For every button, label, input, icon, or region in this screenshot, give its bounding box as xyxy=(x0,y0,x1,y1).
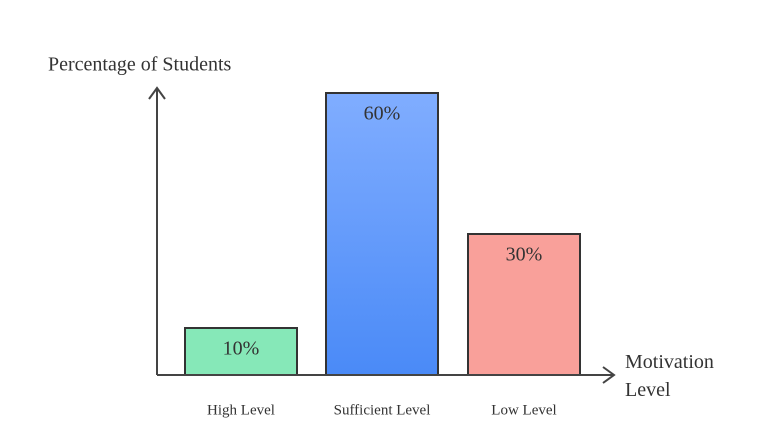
y-axis-label: Percentage of Students xyxy=(48,54,231,76)
x-tick-label: Sufficient Level xyxy=(334,402,431,418)
x-tick-label: Low Level xyxy=(491,402,556,418)
x-axis-arrow xyxy=(602,366,616,384)
bar xyxy=(467,233,581,376)
x-axis-label: Motivation Level xyxy=(625,351,714,401)
bar xyxy=(184,327,298,376)
x-tick-label: High Level xyxy=(207,402,275,418)
value-label: 10% xyxy=(223,338,260,360)
value-label: 60% xyxy=(364,103,401,125)
y-axis-arrow xyxy=(148,86,166,100)
value-label: 30% xyxy=(506,244,543,266)
bar xyxy=(325,92,439,376)
